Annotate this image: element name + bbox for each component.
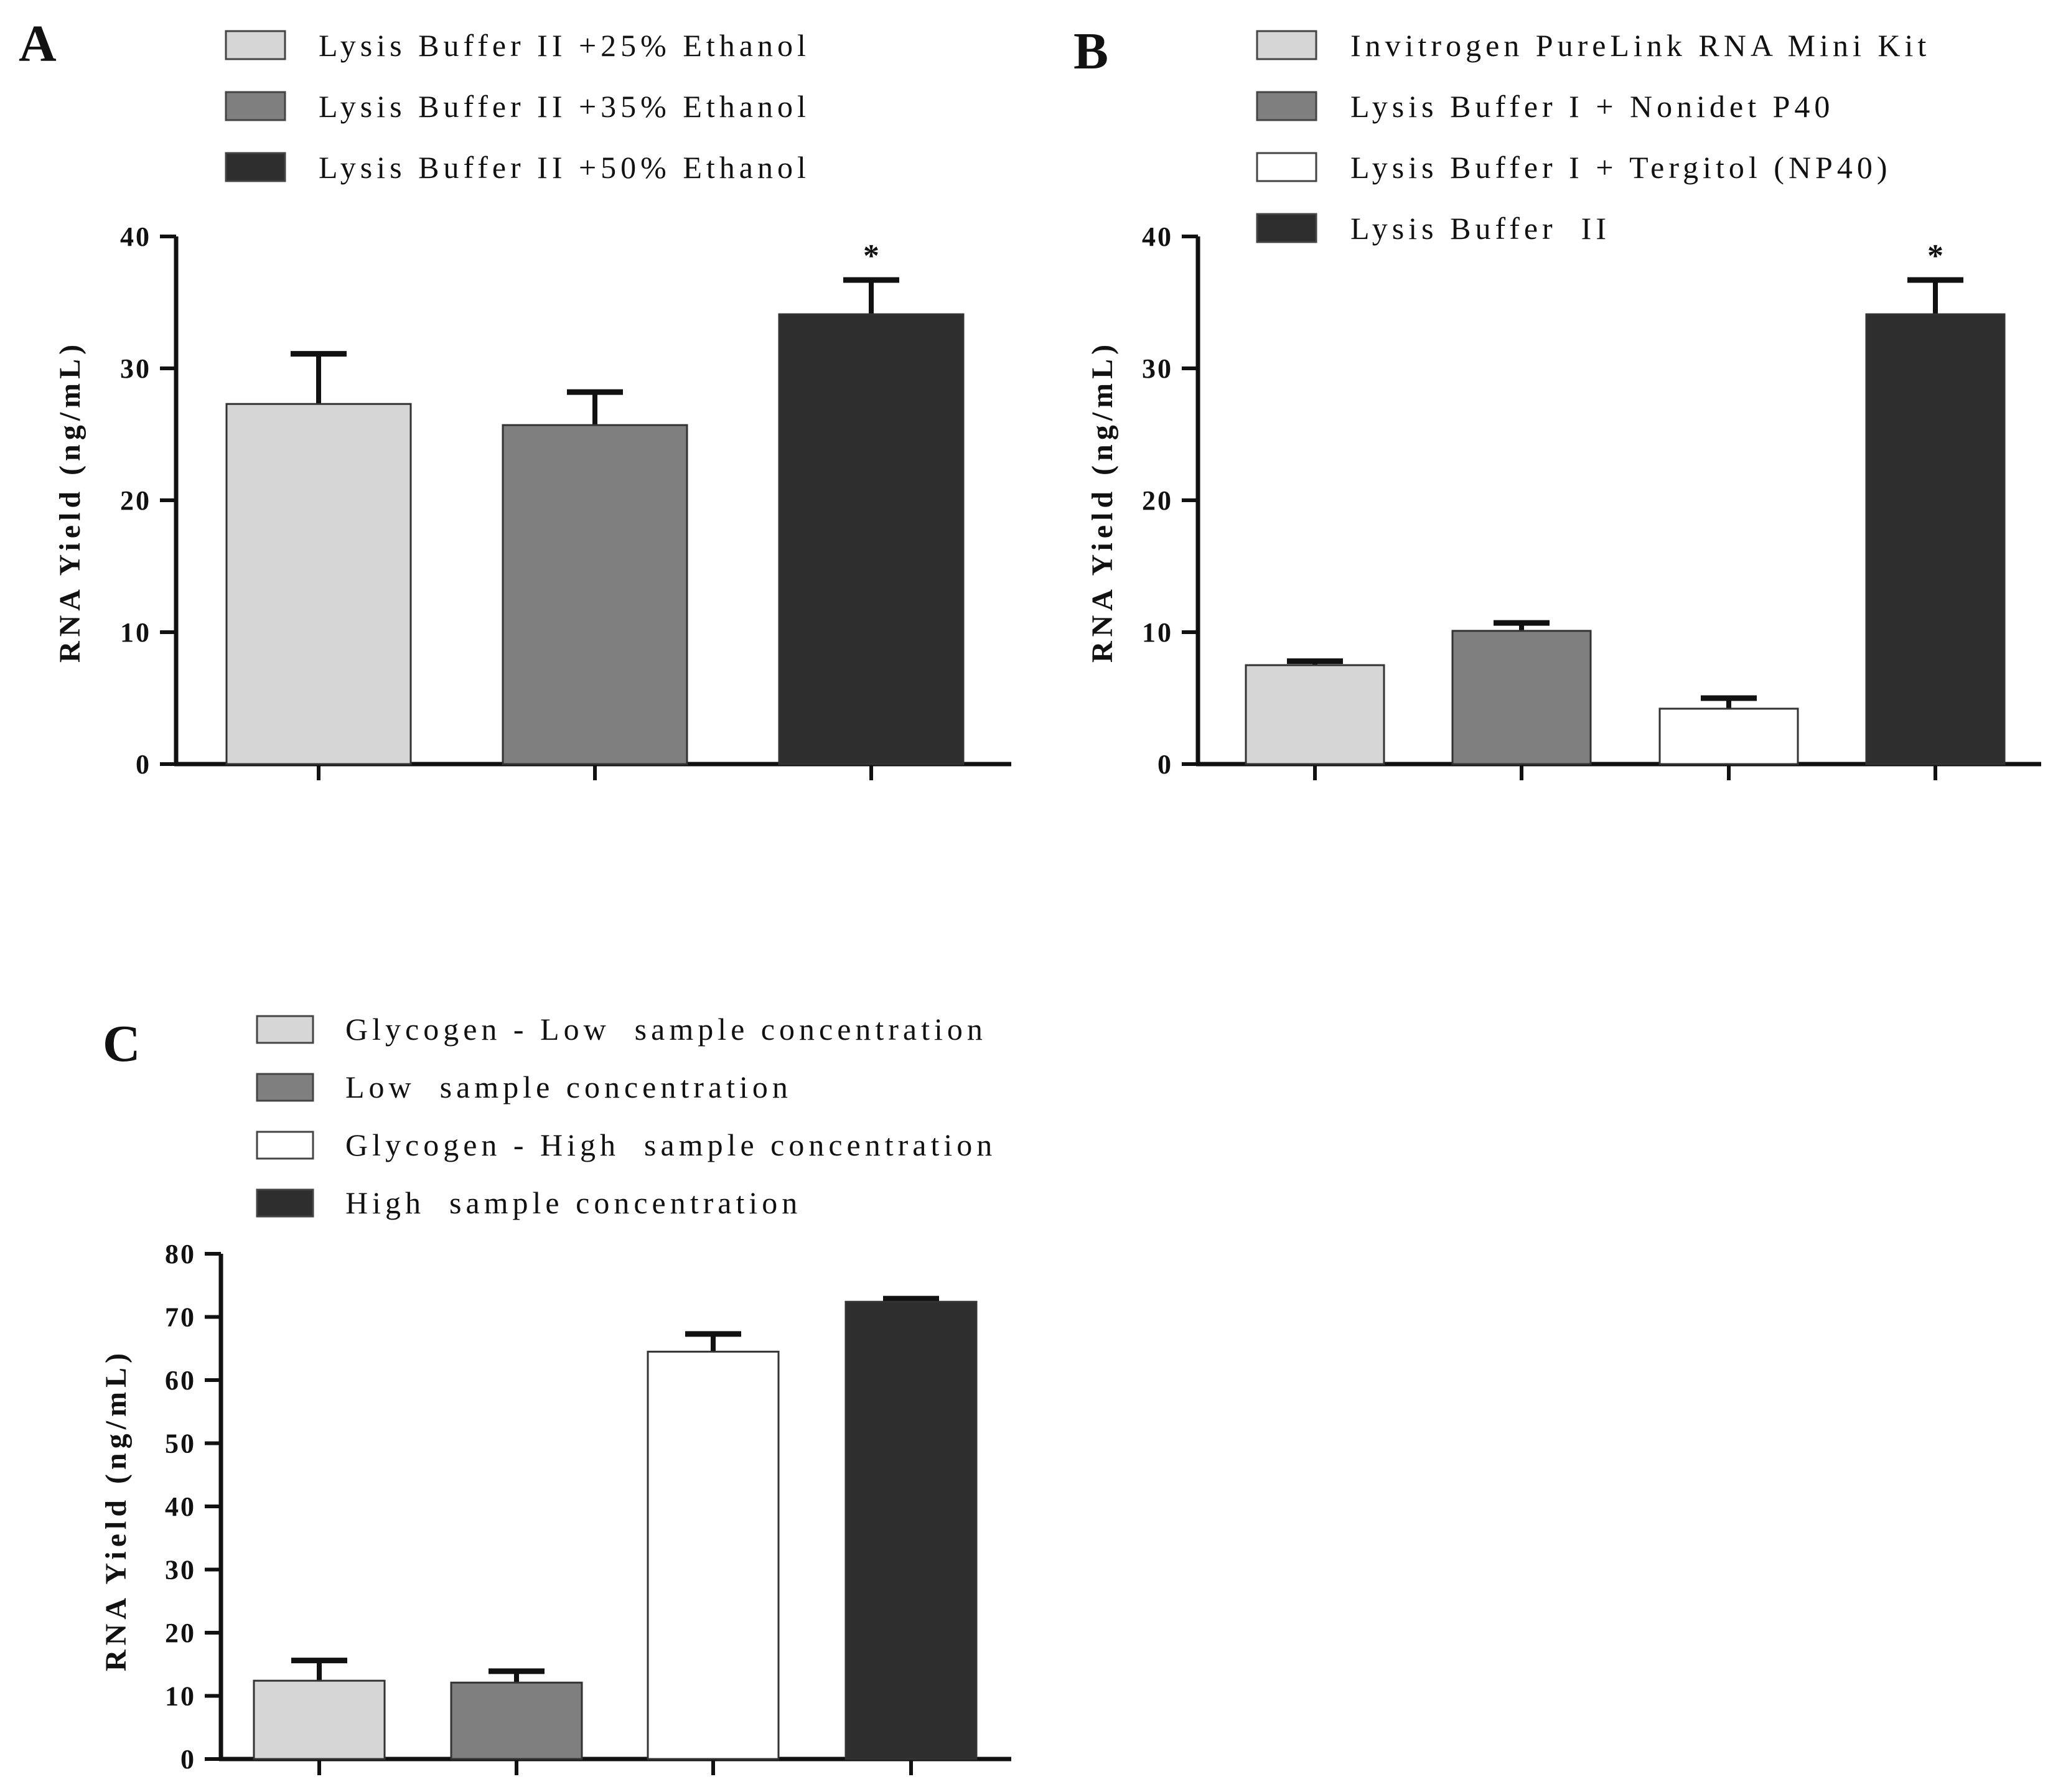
panel-b-bar (1451, 630, 1592, 765)
panel-a-y-tick-label: 10 (120, 617, 151, 648)
panel-b-y-tick-label: 10 (1142, 617, 1173, 648)
panel-c-legend-label: Glycogen - High sample concentration (345, 1127, 996, 1162)
panel-a-legend-swatch (225, 152, 286, 182)
panel-b-legend: Invitrogen PureLink RNA Mini Kit Lysis Bu… (1256, 28, 1930, 246)
panel-c-chart: C Glycogen - Low sample concentration Low… (100, 1012, 1011, 1775)
panel-c-legend-swatch (256, 1131, 314, 1160)
panel-b-legend-label: Lysis Buffer II (1350, 211, 1611, 246)
panel-c-legend-label: Glycogen - Low sample concentration (345, 1012, 987, 1047)
panel-a-y-axis-label: RNA Yield (ng/mL) (54, 340, 87, 663)
panel-c-y-tick-label: 20 (165, 1618, 196, 1648)
panel-c-y-tick-label: 80 (165, 1239, 196, 1269)
panel-c-y-tick-label: 10 (165, 1681, 196, 1712)
panel-b-legend-swatch (1256, 91, 1317, 121)
panel-c-bar (647, 1350, 780, 1760)
panel-c-bar (450, 1681, 583, 1760)
panel-a-legend: Lysis Buffer II +25% Ethanol Lysis Buffer… (225, 28, 810, 185)
panel-b-legend-label: Lysis Buffer I + Nonidet P40 (1350, 89, 1834, 124)
panel-b-bars: * (1245, 238, 2006, 765)
panel-a-y-tick-label: 30 (120, 353, 151, 384)
panel-a-legend-label: Lysis Buffer II +25% Ethanol (319, 28, 810, 63)
panel-b-y-tick-label: 20 (1142, 485, 1173, 516)
panel-b-bar (1865, 313, 2006, 765)
panel-b-legend-label: Invitrogen PureLink RNA Mini Kit (1350, 28, 1930, 63)
panel-c-y-axis-label: RNA Yield (ng/mL) (100, 1349, 133, 1671)
panel-b-legend-swatch (1256, 213, 1317, 243)
panel-c-y-tick-label: 70 (165, 1302, 196, 1333)
panel-c-legend-label: Low sample concentration (345, 1070, 792, 1104)
panel-c-y-tick-label: 0 (180, 1744, 196, 1775)
panel-c-legend-swatch (256, 1073, 314, 1102)
panel-b-y-axis-label: RNA Yield (ng/mL) (1086, 340, 1119, 663)
panel-c-y-tick-label: 40 (165, 1491, 196, 1522)
panel-c-axes: 0 10 20 30 40 50 60 70 80 (165, 1239, 1011, 1775)
panel-b-y-tick-label: 30 (1142, 353, 1173, 384)
panel-a-legend-label: Lysis Buffer II +50% Ethanol (319, 150, 810, 185)
panel-a-legend-label: Lysis Buffer II +35% Ethanol (319, 89, 810, 124)
panel-c-y-tick-label: 60 (165, 1365, 196, 1396)
panel-b-y-tick-label: 0 (1157, 749, 1173, 780)
panel-a-bar (225, 403, 412, 765)
panel-c-bar (844, 1300, 978, 1760)
panel-a-bars: * (225, 238, 965, 765)
panel-b-bar (1658, 707, 1799, 765)
panel-a-significance-label: * (863, 238, 879, 274)
panel-a-y-tick-label: 0 (136, 749, 151, 780)
panel-a-bar (778, 313, 965, 765)
panel-c-bars (253, 1295, 978, 1760)
panel-a-y-tick-label: 40 (120, 222, 151, 252)
panel-c-legend-swatch (256, 1015, 314, 1044)
panel-c-y-tick-label: 30 (165, 1555, 196, 1585)
panel-b-legend-swatch (1256, 30, 1317, 60)
panel-c-legend: Glycogen - Low sample concentration Low s… (256, 1012, 996, 1220)
panel-b-legend-swatch (1256, 152, 1317, 182)
panel-b-chart: B Invitrogen PureLink RNA Mini Kit Lysis … (1073, 22, 2041, 780)
panel-b-bar (1245, 664, 1385, 765)
panel-b-y-tick-label: 40 (1142, 222, 1173, 252)
panel-c-y-tick-label: 50 (165, 1429, 196, 1459)
panel-b-letter: B (1073, 22, 1108, 80)
panel-a-bar (502, 424, 688, 765)
panel-a-legend-swatch (225, 30, 286, 60)
panel-c-letter: C (103, 1015, 141, 1073)
panel-c-legend-swatch (256, 1188, 314, 1218)
panel-b-significance-label: * (1927, 238, 1943, 274)
panel-b-legend-label: Lysis Buffer I + Tergitol (NP40) (1350, 150, 1892, 185)
panel-c-bar (253, 1679, 386, 1760)
panel-a-legend-swatch (225, 91, 286, 121)
panel-a-letter: A (19, 15, 57, 73)
panel-c-legend-label: High sample concentration (345, 1185, 802, 1220)
panel-a-y-tick-label: 20 (120, 485, 151, 516)
